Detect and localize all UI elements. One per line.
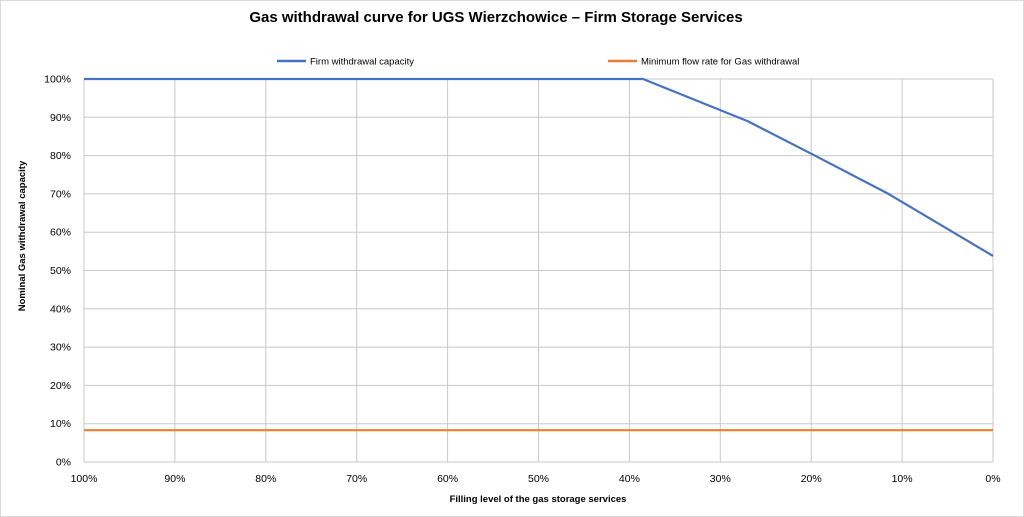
x-tick-label: 20% — [801, 473, 822, 485]
y-axis-title: Nominal Gas withdrawal capacity — [17, 160, 28, 311]
legend: Firm withdrawal capacity Minimum flow ra… — [277, 57, 799, 68]
y-tick-label: 100% — [44, 74, 71, 86]
x-tick-label: 80% — [255, 473, 276, 485]
series-lines — [84, 77, 994, 432]
x-tick-label: 60% — [437, 473, 458, 485]
y-tick-label: 20% — [50, 380, 71, 392]
y-tick-label: 30% — [50, 342, 71, 354]
x-tick-label: 10% — [892, 473, 913, 485]
x-tick-label: 30% — [710, 473, 731, 485]
chart-title: Gas withdrawal curve for UGS Wierzchowic… — [249, 9, 742, 26]
y-tick-label: 10% — [50, 418, 71, 430]
y-tick-label: 60% — [50, 227, 71, 239]
y-tick-label: 50% — [50, 265, 71, 277]
y-tick-label: 90% — [50, 112, 71, 124]
x-axis-title: Filling level of the gas storage service… — [450, 494, 627, 505]
y-axis-tick-labels: 0% 10% 20% 30% 40% 50% 60% 70% 80% 90% 100% — [44, 74, 71, 469]
legend-label-firm-withdrawal-capacity: Firm withdrawal capacity — [310, 57, 414, 68]
legend-label-minimum-flow-rate: Minimum flow rate for Gas withdrawal — [641, 57, 799, 68]
x-tick-label: 90% — [164, 473, 185, 485]
x-axis-tick-labels: 100% 90% 80% 70% 60% 50% 40% 30% 20% 10% 0% — [71, 473, 1001, 485]
x-tick-label: 100% — [71, 473, 98, 485]
y-tick-label: 0% — [56, 457, 71, 469]
y-tick-label: 40% — [50, 303, 71, 315]
x-tick-label: 70% — [346, 473, 367, 485]
x-tick-label: 50% — [528, 473, 549, 485]
series-line-firm-withdrawal-capacity — [84, 77, 994, 257]
gridlines — [83, 78, 994, 463]
x-tick-label: 0% — [985, 473, 1000, 485]
y-tick-label: 70% — [50, 188, 71, 200]
y-tick-label: 80% — [50, 150, 71, 162]
x-tick-label: 40% — [619, 473, 640, 485]
